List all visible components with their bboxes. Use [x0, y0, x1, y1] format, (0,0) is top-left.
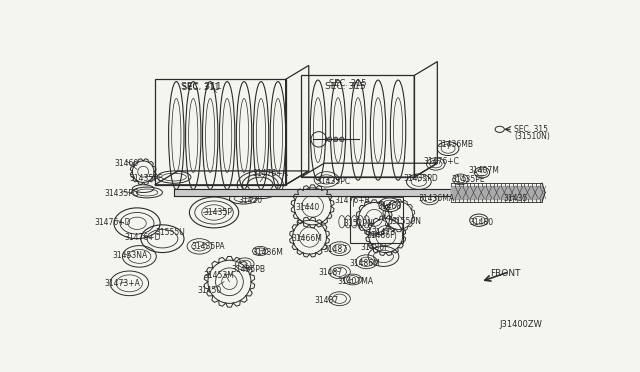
- Text: 31450: 31450: [197, 286, 221, 295]
- Text: 31435PE: 31435PE: [451, 175, 485, 184]
- Text: 31555U: 31555U: [156, 228, 185, 237]
- Text: 31476+C: 31476+C: [424, 157, 460, 166]
- Text: 31550N: 31550N: [391, 217, 421, 226]
- Text: 31480: 31480: [470, 218, 494, 227]
- Text: 31466M: 31466M: [291, 234, 322, 243]
- Text: 31476+B: 31476+B: [334, 196, 370, 205]
- Bar: [349, 197, 403, 243]
- Text: 31476+D: 31476+D: [125, 233, 161, 242]
- Text: 31487: 31487: [323, 245, 348, 254]
- Text: 31476+A: 31476+A: [253, 169, 289, 179]
- Text: 31435PA: 31435PA: [191, 242, 225, 251]
- Text: 31529N: 31529N: [344, 219, 373, 228]
- Text: 31435PC: 31435PC: [316, 177, 351, 186]
- Text: 31435PB: 31435PB: [231, 265, 265, 274]
- Text: 31435: 31435: [504, 194, 528, 203]
- Text: SEC. 315: SEC. 315: [329, 79, 367, 88]
- Circle shape: [333, 137, 338, 142]
- Text: SEC. 311: SEC. 311: [182, 83, 220, 92]
- Text: 31473: 31473: [371, 228, 396, 237]
- Text: SEC. 315: SEC. 315: [515, 125, 548, 134]
- Text: FRONT: FRONT: [490, 269, 520, 279]
- Text: 31486F: 31486F: [360, 243, 389, 252]
- Text: SEC. 315: SEC. 315: [324, 81, 365, 91]
- Text: 31453NA: 31453NA: [113, 251, 148, 260]
- Circle shape: [327, 137, 332, 142]
- Polygon shape: [451, 186, 542, 199]
- Polygon shape: [174, 189, 451, 196]
- Text: 31420: 31420: [239, 196, 263, 205]
- Text: 31407M: 31407M: [468, 166, 499, 175]
- Text: 31435PF: 31435PF: [129, 174, 163, 183]
- Text: 31487: 31487: [314, 296, 339, 305]
- Text: 31460: 31460: [114, 158, 138, 168]
- Text: 31435P: 31435P: [204, 208, 232, 217]
- Text: J31400ZW: J31400ZW: [499, 320, 542, 329]
- Text: 31407MA: 31407MA: [337, 277, 373, 286]
- Text: (31510N): (31510N): [515, 132, 550, 141]
- Circle shape: [340, 137, 344, 142]
- Text: 31487: 31487: [319, 268, 343, 277]
- Text: 31436MB: 31436MB: [437, 140, 474, 149]
- Text: 31468: 31468: [378, 202, 401, 211]
- Text: 31473+A: 31473+A: [105, 279, 141, 289]
- Text: 31453M: 31453M: [204, 271, 234, 280]
- Text: 31476+D: 31476+D: [94, 218, 131, 227]
- Text: 31440: 31440: [296, 203, 320, 212]
- Text: 31486M: 31486M: [349, 259, 380, 268]
- Text: 31435PD: 31435PD: [403, 174, 438, 183]
- Text: 31486F: 31486F: [367, 231, 395, 240]
- Text: 31436MA: 31436MA: [419, 194, 455, 203]
- Text: SEC. 311: SEC. 311: [180, 81, 221, 91]
- Text: 31436M: 31436M: [253, 248, 284, 257]
- Text: 31435PG: 31435PG: [105, 189, 140, 198]
